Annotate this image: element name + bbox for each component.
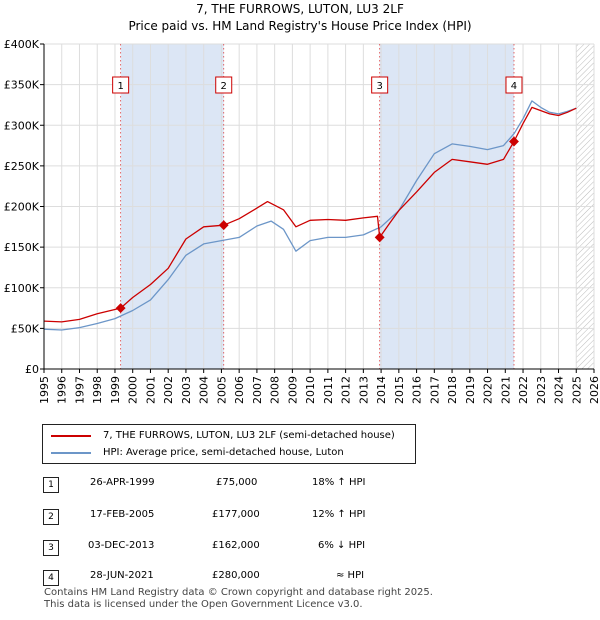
x-tick-label: 2003 <box>180 376 193 404</box>
x-tick-label: 2022 <box>517 376 530 404</box>
legend-swatch-hpi <box>51 452 91 454</box>
x-tick-label: 2006 <box>233 376 246 404</box>
sale-row: 1 26-APR-1999 £75,000 18% ↑ HPI <box>42 475 402 493</box>
x-tick-label: 1995 <box>38 376 51 404</box>
x-tick-label: 2025 <box>570 376 583 404</box>
series-line-hpi <box>43 100 577 331</box>
sale-number-box <box>505 76 523 94</box>
price-chart: 1 2 3 4 £0 £50K £100K £150K £200K £250K £300K £350… <box>4 38 600 404</box>
sale-number-badge: 1 <box>43 477 59 493</box>
x-tick-label: 2013 <box>357 376 370 404</box>
y-tick-label: £200K <box>4 201 40 214</box>
x-tick-label: 2023 <box>535 376 548 404</box>
sale-price: £162,000 <box>212 540 260 551</box>
x-tick-label: 2017 <box>428 376 441 404</box>
x-tick-label: 2021 <box>499 376 512 404</box>
sale-date: 26-APR-1999 <box>90 477 155 488</box>
x-tick-label: 2004 <box>198 376 211 404</box>
x-tick-label: 2007 <box>251 376 264 404</box>
x-tick-label: 2018 <box>446 376 459 404</box>
sale-hpi-diff: 6% ↓ HPI <box>318 540 366 551</box>
sale-date: 28-JUN-2021 <box>90 570 154 581</box>
sale-number-badge: 3 <box>43 540 59 556</box>
sale-hpi-diff: 12% ↑ HPI <box>312 509 366 520</box>
x-tick-label: 2011 <box>322 376 335 404</box>
x-tick-label: 2020 <box>482 376 495 404</box>
legend-item-hpi: HPI: Average price, semi-detached house,… <box>51 445 344 461</box>
y-tick-label: £250K <box>4 160 40 173</box>
sale-marker <box>218 220 229 231</box>
sale-price: £75,000 <box>216 477 258 488</box>
legend-label-hpi: HPI: Average price, semi-detached house,… <box>103 447 344 458</box>
sale-marker <box>374 232 385 243</box>
chart-title: 7, THE FURROWS, LUTON, LU3 2LF <box>196 2 404 16</box>
x-tick-label: 2005 <box>215 376 228 404</box>
x-tick-label: 2019 <box>464 376 477 404</box>
x-tick-label: 2014 <box>375 376 388 404</box>
x-tick-label: 2000 <box>127 376 140 404</box>
sale-number-box <box>112 76 130 94</box>
x-tick-label: 1996 <box>56 376 69 404</box>
chart-legend: 7, THE FURROWS, LUTON, LU3 2LF (semi-det… <box>42 424 416 464</box>
x-tick-label: 2015 <box>393 376 406 404</box>
x-tick-label: 1999 <box>109 376 122 404</box>
sale-hpi-diff: 18% ↑ HPI <box>312 477 366 488</box>
sale-price: £280,000 <box>212 570 260 581</box>
y-tick-label: £150K <box>4 241 40 254</box>
sale-number-label: 4 <box>511 81 517 92</box>
x-tick-label: 1998 <box>91 376 104 404</box>
y-tick-label: £100K <box>4 282 40 295</box>
y-tick-label: £50K <box>11 322 40 335</box>
y-tick-label: £300K <box>4 119 40 132</box>
sale-number-box <box>215 76 233 94</box>
sale-date: 03-DEC-2013 <box>88 540 155 551</box>
sale-number-badge: 2 <box>43 509 59 525</box>
x-tick-label: 2002 <box>162 376 175 404</box>
legend-item-property: 7, THE FURROWS, LUTON, LU3 2LF (semi-det… <box>51 428 395 444</box>
x-tick-label: 2026 <box>588 376 600 404</box>
x-tick-label: 2010 <box>304 376 317 404</box>
y-tick-label: £0 <box>25 363 39 376</box>
sale-number-box <box>371 76 389 94</box>
footer-licence: This data is licensed under the Open Gov… <box>44 599 363 610</box>
sale-number-label: 1 <box>117 81 123 92</box>
sale-hpi-diff: ≈ HPI <box>336 570 365 581</box>
x-tick-label: 2024 <box>553 376 566 404</box>
y-tick-label: £350K <box>4 79 40 92</box>
sale-row: 3 03-DEC-2013 £162,000 6% ↓ HPI <box>42 538 402 556</box>
sale-number-label: 2 <box>221 81 227 92</box>
sale-row: 2 17-FEB-2005 £177,000 12% ↑ HPI <box>42 507 402 525</box>
sale-number-badge: 4 <box>43 570 59 586</box>
footer-attribution: Contains HM Land Registry data © Crown c… <box>44 587 433 611</box>
sale-marker <box>509 136 519 147</box>
x-tick-label: 2012 <box>340 376 353 404</box>
chart-subtitle: Price paid vs. HM Land Registry's House … <box>128 19 472 33</box>
legend-label-property: 7, THE FURROWS, LUTON, LU3 2LF (semi-det… <box>103 430 395 441</box>
sale-date: 17-FEB-2005 <box>90 509 155 520</box>
footer-copyright: Contains HM Land Registry data © Crown c… <box>44 587 433 598</box>
x-tick-label: 2009 <box>286 376 299 404</box>
x-tick-label: 1997 <box>73 376 86 404</box>
x-tick-label: 2016 <box>411 376 424 404</box>
sale-number-label: 3 <box>376 81 382 92</box>
legend-swatch-property <box>51 435 91 437</box>
y-tick-label: £400K <box>4 38 40 51</box>
sale-row: 4 28-JUN-2021 £280,000 ≈ HPI <box>42 568 402 586</box>
x-tick-label: 2008 <box>269 376 282 404</box>
x-tick-label: 2001 <box>144 376 157 404</box>
series-line-property <box>43 106 577 323</box>
sale-price: £177,000 <box>212 509 260 520</box>
